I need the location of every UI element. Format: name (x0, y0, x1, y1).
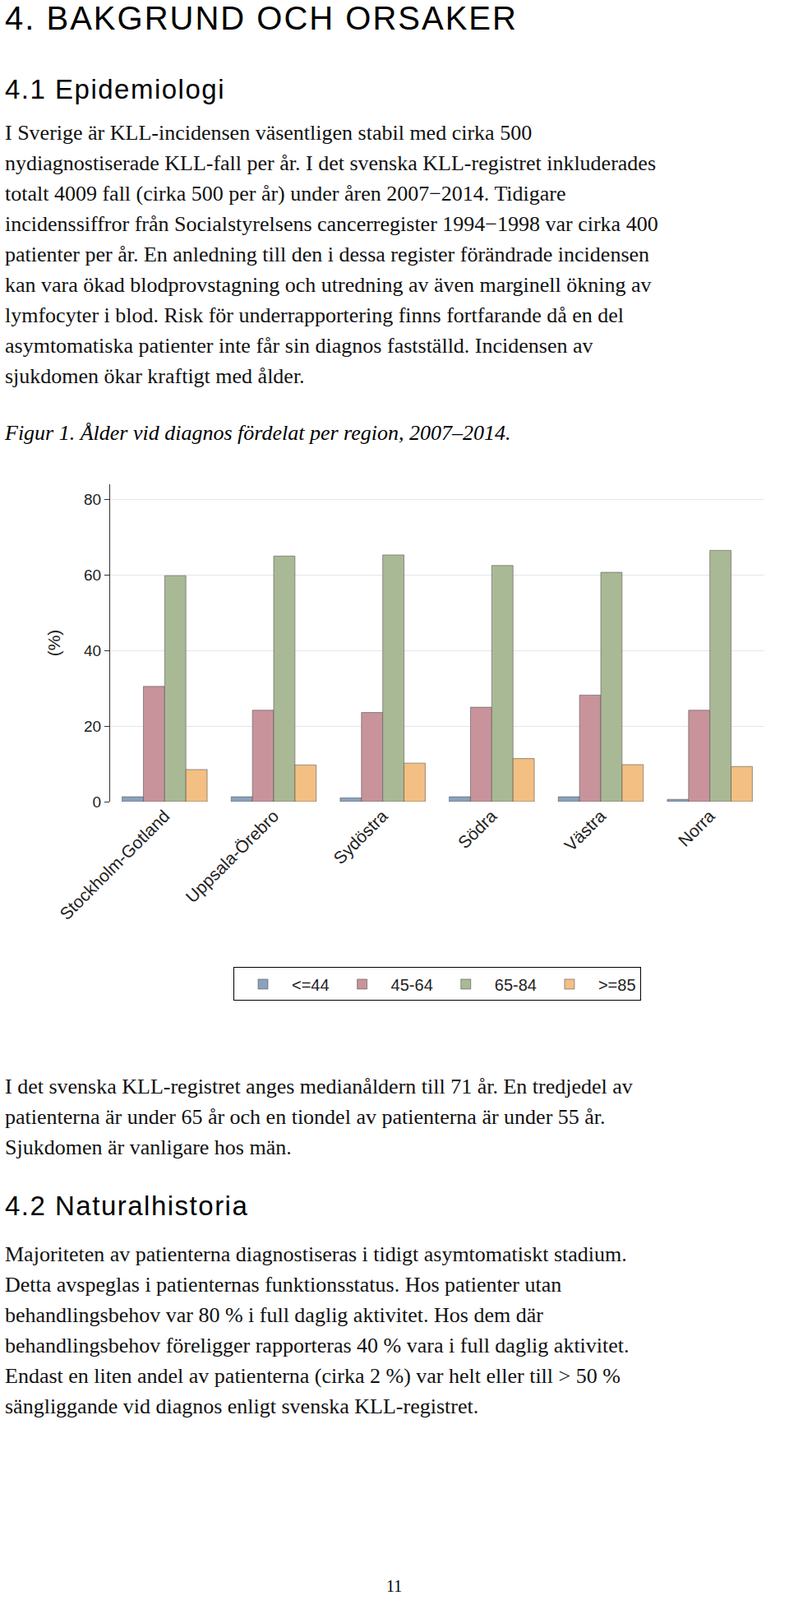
html-text:sängliggande vid diagnos enlig: sängliggande vid diagnos enligt svenska … (4, 1393, 479, 1418)
svg-text:65-84: 65-84 (494, 975, 537, 994)
html-text:incidenssiffror från Socialsty: incidenssiffror från Socialstyrelsens ca… (4, 212, 658, 236)
svg-text:Södra: Södra (454, 805, 501, 852)
html-text:nydiagnostiserade KLL-fall per: nydiagnostiserade KLL-fall per år. I det… (4, 151, 656, 176)
svg-text:60: 60 (83, 566, 102, 584)
html-text:Endast en liten andel av patie: Endast en liten andel av patienterna (ci… (4, 1363, 621, 1388)
svg-text:40: 40 (83, 641, 102, 660)
html-text:patienterna är under 65 år och: patienterna är under 65 år och en tionde… (4, 1104, 606, 1129)
html-text:4. BAKGRUND OCH ORSAKER: 4. BAKGRUND OCH ORSAKER (4, 0, 518, 37)
html-text:Figur 1. Ålder vid diagnos för: Figur 1. Ålder vid diagnos fördelat per … (4, 420, 511, 445)
svg-text:(%): (%) (44, 629, 64, 657)
svg-text:>=85: >=85 (598, 975, 637, 994)
svg-text:20: 20 (83, 717, 102, 735)
html-text:patienter per år. En anledning: patienter per år. En anledning till den … (4, 242, 650, 267)
svg-text:Stockholm-Gotland: Stockholm-Gotland (55, 805, 174, 923)
svg-text:Västra: Västra (560, 805, 610, 854)
html-text:kan vara ökad blodprovstagning: kan vara ökad blodprovstagning och utred… (4, 272, 652, 297)
html-text:behandlingsbehov var 80 % i fu: behandlingsbehov var 80 % i full daglig … (4, 1302, 544, 1327)
svg-text:45-64: 45-64 (391, 975, 434, 994)
html-text:4.1 Epidemiologi: 4.1 Epidemiologi (4, 73, 226, 105)
svg-text:Sydöstra: Sydöstra (329, 805, 392, 868)
html-text:11: 11 (386, 1576, 403, 1595)
html-text:behandlingsbehov föreligger ra: behandlingsbehov föreligger rapporteras … (4, 1333, 630, 1357)
html-text:I Sverige är KLL-incidensen vä: I Sverige är KLL-incidensen väsentligen … (4, 120, 532, 145)
svg-text:Norra: Norra (674, 805, 720, 850)
html-text:totalt 4009 fall (cirka 500 pe: totalt 4009 fall (cirka 500 per år) unde… (4, 181, 566, 206)
html-text:Detta avspeglas i patienternas: Detta avspeglas i patienternas funktions… (4, 1272, 562, 1297)
svg-text:Uppsala-Örebro: Uppsala-Örebro (181, 805, 282, 906)
html-text:lymfocyter i blod. Risk för un: lymfocyter i blod. Risk för underrapport… (4, 303, 624, 328)
html-text:Sjukdomen är vanligare hos män: Sjukdomen är vanligare hos män. (4, 1135, 292, 1159)
html-text:asymtomatiska patienter inte f: asymtomatiska patienter inte får sin dia… (4, 333, 593, 358)
html-text:sjukdomen ökar kraftigt med ål: sjukdomen ökar kraftigt med ålder. (4, 364, 305, 388)
svg-text:<=44: <=44 (291, 975, 330, 994)
svg-text:80: 80 (83, 490, 102, 508)
svg-text:0: 0 (92, 793, 102, 811)
html-text:I det svenska KLL-registret an: I det svenska KLL-registret anges median… (4, 1074, 633, 1099)
html-text:4.2 Naturalhistoria: 4.2 Naturalhistoria (4, 1190, 249, 1221)
html-text:Majoriteten av patienterna dia: Majoriteten av patienterna diagnostisera… (4, 1241, 627, 1266)
